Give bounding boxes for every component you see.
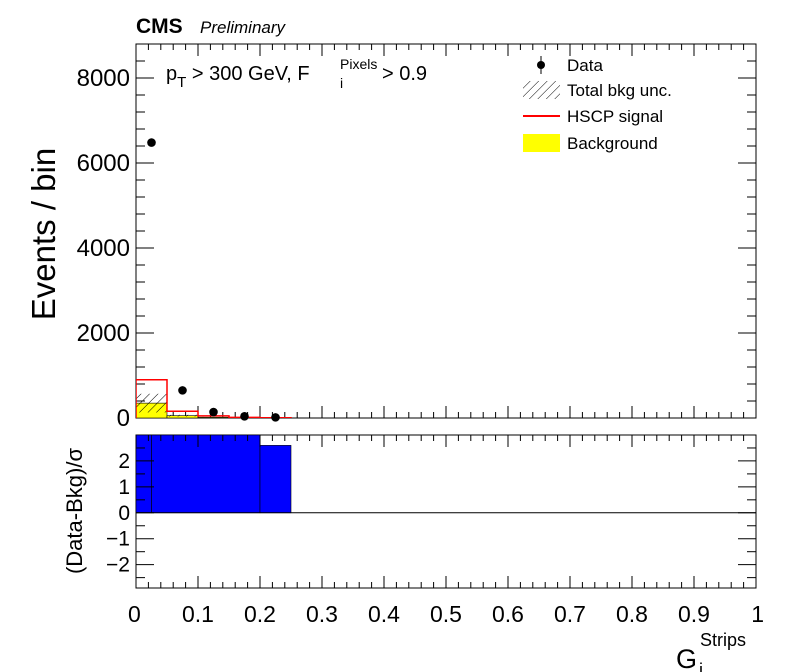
ratio-plot-y-tick-labels: −2 −1 0 1 2 xyxy=(106,450,130,577)
legend-label-signal: HSCP signal xyxy=(567,107,663,126)
data-point xyxy=(147,138,156,147)
legend-item-uncertainty: Total bkg unc. xyxy=(523,81,672,100)
y-tick-label: 8000 xyxy=(77,65,130,92)
main-plot-frame xyxy=(135,43,757,419)
selection-f-cut: > 0.9 xyxy=(382,63,427,85)
ratio-plot-ylabel: (Data-Bkg)/σ xyxy=(62,448,87,574)
legend-item-background: Background xyxy=(523,134,658,153)
y-tick-label: 0 xyxy=(117,405,130,432)
data-point xyxy=(240,412,249,421)
x-tick-label: 0.9 xyxy=(678,601,710,627)
main-plot-ylabel: Events / bin xyxy=(25,148,62,320)
y-tick-label: 2000 xyxy=(77,320,130,347)
y-tick-label: 4000 xyxy=(77,235,130,262)
x-axis-tick-labels: 0 0.1 0.2 0.3 0.4 0.5 0.6 0.7 0.8 0.9 1 xyxy=(128,601,764,627)
x-tick-label: 0.4 xyxy=(368,601,400,627)
selection-label: pT > 300 GeV, F xyxy=(166,63,310,91)
data-point xyxy=(209,407,218,417)
legend-background-swatch xyxy=(523,134,560,152)
ratio-bar xyxy=(259,445,292,514)
ratio-plot-marks xyxy=(136,435,756,514)
bkg-uncertainty-band xyxy=(167,414,198,417)
legend-label-uncertainty: Total bkg unc. xyxy=(567,81,672,100)
data-points xyxy=(147,138,280,422)
x-tick-label: 0.7 xyxy=(554,601,586,627)
selection-f-sup: Pixels xyxy=(340,56,377,72)
selection-pt-sub: T xyxy=(177,74,186,91)
selection-f-sub: i xyxy=(340,75,343,91)
x-axis-title: G xyxy=(676,644,697,672)
x-tick-label: 0.1 xyxy=(182,601,214,627)
legend-data-marker xyxy=(537,61,545,69)
bkg-uncertainty-band xyxy=(136,393,167,413)
legend-item-data: Data xyxy=(537,56,603,75)
x-tick-label: 0.3 xyxy=(306,601,338,627)
legend: Data Total bkg unc. HSCP signal Backgrou… xyxy=(523,56,672,153)
legend-hatch-swatch xyxy=(523,81,560,99)
y-tick-label: 0 xyxy=(118,502,130,525)
selection-f-symbol: F xyxy=(297,63,309,85)
ratio-bar xyxy=(151,435,261,514)
x-tick-label: 0.2 xyxy=(244,601,276,627)
legend-label-background: Background xyxy=(567,134,658,153)
cms-label: CMS xyxy=(136,15,183,38)
x-tick-label: 0.8 xyxy=(616,601,648,627)
data-point xyxy=(271,413,280,422)
x-tick-label: 0 xyxy=(128,601,141,627)
bkg-uncertainty-band xyxy=(198,416,229,418)
y-tick-label: 1 xyxy=(118,476,130,499)
y-tick-label: −1 xyxy=(106,528,130,551)
selection-pt-cut: > 300 GeV, xyxy=(186,63,297,85)
ratio-plot-ticks xyxy=(135,435,757,588)
legend-label-data: Data xyxy=(567,56,603,75)
x-tick-label: 0.6 xyxy=(492,601,524,627)
x-tick-label: 0.5 xyxy=(430,601,462,627)
y-tick-label: 6000 xyxy=(77,150,130,177)
y-tick-label: 2 xyxy=(118,450,130,473)
selection-pt-symbol: p xyxy=(166,63,177,85)
x-axis-title-sup: Strips xyxy=(700,630,746,650)
legend-item-signal: HSCP signal xyxy=(523,107,663,126)
preliminary-label: Preliminary xyxy=(200,18,287,37)
y-tick-label: −2 xyxy=(106,554,130,577)
x-tick-label: 1 xyxy=(751,601,764,627)
main-plot-y-tick-labels: 0 2000 4000 6000 8000 xyxy=(77,65,130,432)
x-axis-title-sub: i xyxy=(699,660,703,672)
data-point xyxy=(178,386,187,395)
main-plot-ticks xyxy=(135,43,757,419)
